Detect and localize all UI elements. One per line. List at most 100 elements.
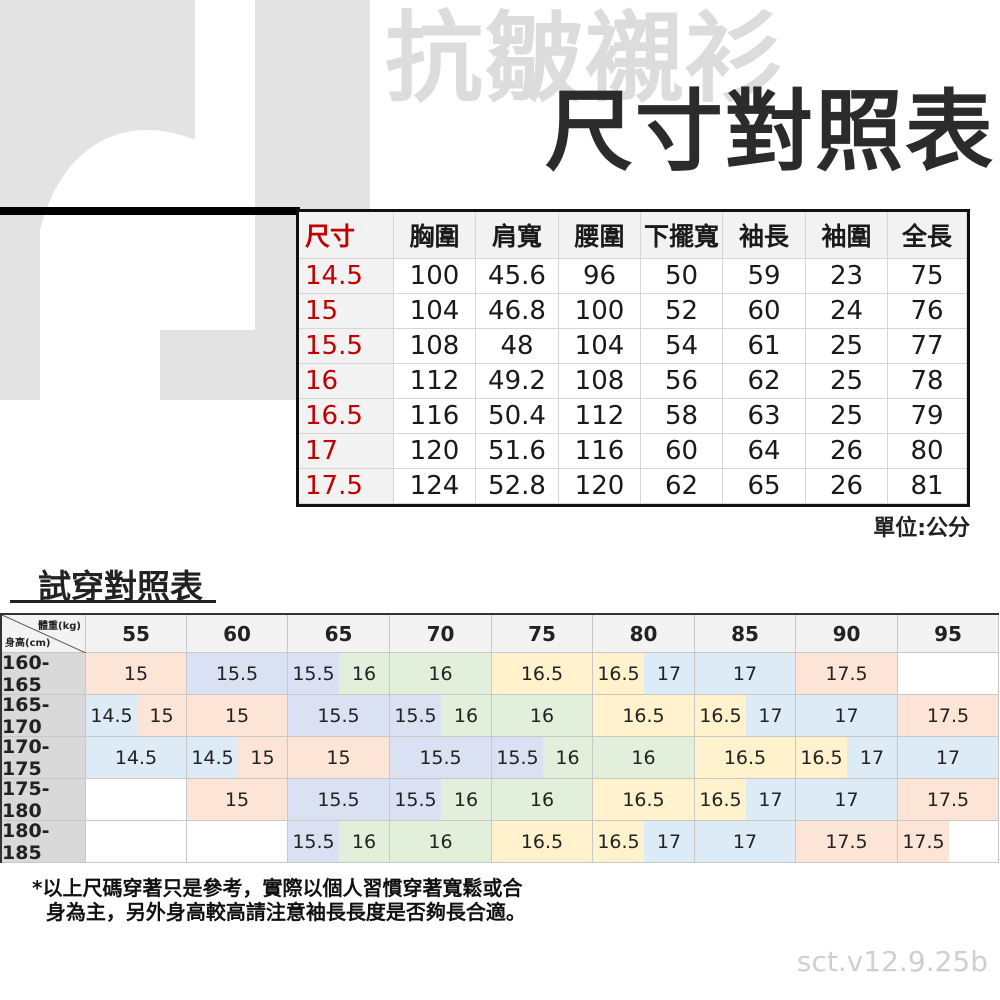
table-cell: 65 [723,469,806,504]
weight-header: 75 [492,615,593,653]
size-cell: 16 [390,821,492,863]
size-cell: 15 [187,695,288,737]
table-cell: 96 [559,259,641,294]
table-cell: 50 [641,259,723,294]
size-cell: 15.5 [288,695,390,737]
corner-header: 體重(kg) 身高(cm) [2,615,86,653]
size-chart-table: 尺寸 胸圍 肩寬 腰圍 下擺寬 袖長 袖圍 全長 14.5 100 45.6 96 50 59 23 75 15… [296,209,970,507]
weight-header: 85 [695,615,796,653]
product-name-watermark: 抗皺襯衫 [385,2,786,116]
size-cell: 16 [441,779,492,821]
table-cell: 120 [559,469,641,504]
size-cell: 15.5 [187,653,288,695]
size-cell: 16.5 [492,653,593,695]
weight-header: 70 [390,615,492,653]
table-cell: 58 [641,399,723,434]
size-cell: 16.5 [593,653,644,695]
size-cell: 15.5 [288,821,339,863]
size-cell: 15 [137,695,187,737]
version-label: sct.v12.9.25b [796,945,988,978]
size-cell: 15.5 [390,695,441,737]
table-cell: 59 [723,259,806,294]
divider [0,207,300,215]
column-header: 下擺寬 [641,212,723,259]
table-cell: 100 [559,294,641,329]
empty-cell [898,653,999,695]
table-cell: 50.4 [476,399,559,434]
table-cell: 116 [559,434,641,469]
size-cell: 17.5 [898,695,999,737]
size-label: 15 [299,294,394,329]
table-cell: 46.8 [476,294,559,329]
table-cell: 112 [394,364,476,399]
table-cell: 77 [888,329,967,364]
table-cell: 49.2 [476,364,559,399]
size-cell: 17 [847,737,898,779]
table-cell: 52 [641,294,723,329]
empty-cell [86,821,187,863]
empty-cell [187,821,288,863]
column-header: 尺寸 [299,212,394,259]
size-cell: 17 [746,695,796,737]
title-underline [10,600,216,603]
size-cell: 16 [441,695,492,737]
weight-header: 55 [86,615,187,653]
size-cell: 14.5 [86,695,137,737]
fit-chart-title: 試穿對照表 [38,567,203,606]
size-label: 17.5 [299,469,394,504]
size-cell: 15 [288,737,390,779]
size-cell: 16 [593,737,695,779]
table-cell: 124 [394,469,476,504]
table-cell: 62 [723,364,806,399]
size-cell: 16 [492,695,593,737]
table-cell: 78 [888,364,967,399]
height-axis-label: 身高(cm) [5,638,51,649]
column-header: 胸圍 [394,212,476,259]
size-cell: 14.5 [86,737,187,779]
table-cell: 51.6 [476,434,559,469]
height-header: 170-175 [2,736,86,780]
size-cell: 17 [898,737,999,779]
column-header: 全長 [888,212,967,259]
size-cell: 17 [644,821,695,863]
size-cell: 14.5 [187,737,238,779]
size-cell: 15 [187,779,288,821]
table-cell: 63 [723,399,806,434]
size-cell: 17 [796,779,898,821]
table-cell: 108 [559,364,641,399]
size-cell: 17 [746,779,796,821]
size-cell: 16 [339,821,390,863]
table-cell: 23 [806,259,888,294]
size-cell: 16.5 [695,779,746,821]
table-cell: 100 [394,259,476,294]
size-cell: 16.5 [593,779,695,821]
size-label: 14.5 [299,259,394,294]
size-cell: 16 [492,779,593,821]
size-cell: 16.5 [593,695,695,737]
table-cell: 61 [723,329,806,364]
table-cell: 79 [888,399,967,434]
size-cell: 16 [339,653,390,695]
fit-chart-table: 體重(kg) 身高(cm) 55 60 65 70 75 80 85 90 95 160-165 15 1… [0,613,999,864]
column-header: 袖圍 [806,212,888,259]
table-cell: 54 [641,329,723,364]
size-cell: 16.5 [796,737,847,779]
unit-label: 單位:公分 [873,516,970,541]
weight-header: 65 [288,615,390,653]
weight-header: 90 [796,615,898,653]
size-cell: 17.5 [796,653,898,695]
table-cell: 56 [641,364,723,399]
height-header: 180-185 [2,820,86,864]
size-label: 16.5 [299,399,394,434]
weight-header: 95 [898,615,999,653]
weight-header: 80 [593,615,695,653]
size-cell: 16 [390,653,492,695]
table-cell: 116 [394,399,476,434]
size-cell: 16.5 [492,821,593,863]
size-label: 15.5 [299,329,394,364]
table-cell: 81 [888,469,967,504]
size-cell: 17.5 [796,821,898,863]
size-cell: 16.5 [695,737,796,779]
weight-header: 60 [187,615,288,653]
table-cell: 48 [476,329,559,364]
